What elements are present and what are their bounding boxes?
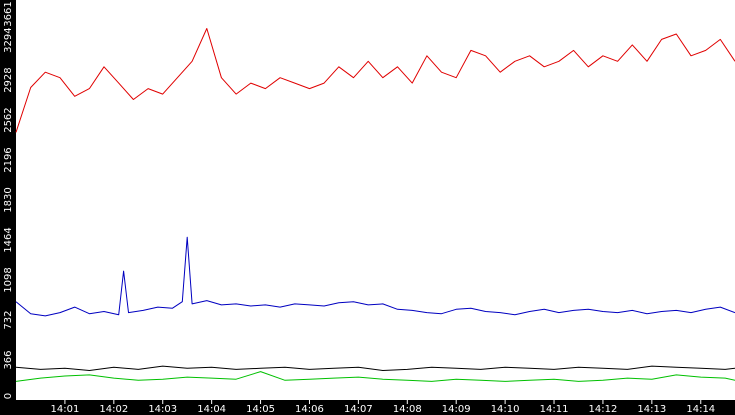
x-tick-label: 14:14: [686, 404, 715, 415]
x-tick-label: 14:03: [148, 404, 177, 415]
x-tick-label: 14:08: [393, 404, 422, 415]
x-tick-label: 14:13: [637, 404, 666, 415]
x-tick-label: 14:05: [246, 404, 275, 415]
y-tick-label: 2196: [3, 147, 14, 172]
y-axis-band: [0, 0, 16, 415]
x-axis: 14:01 14:02 14:03 14:04 14:05 14:06 14:07 14:08…: [50, 400, 715, 415]
series-line-2: [15, 236, 735, 317]
y-tick-label: 366: [3, 350, 14, 369]
y-tick-label: 1830: [3, 187, 14, 212]
series-line-4: [15, 371, 735, 382]
y-tick-label: 732: [3, 310, 14, 329]
y-tick-label: 1464: [3, 227, 14, 252]
x-axis-band: [0, 400, 735, 415]
x-tick-label: 14:04: [197, 404, 226, 415]
y-tick-label: 2562: [3, 107, 14, 132]
x-tick-label: 14:01: [50, 404, 79, 415]
x-tick-label: 14:10: [491, 404, 520, 415]
series-line-1: [15, 28, 735, 133]
x-tick-label: 14:07: [344, 404, 373, 415]
y-tick-label: 0: [3, 393, 14, 399]
series-line-3: [15, 365, 735, 371]
y-tick-label: 1098: [3, 267, 14, 292]
x-tick-label: 14:12: [589, 404, 618, 415]
y-tick-label: 3661: [3, 1, 14, 26]
x-tick-label: 14:02: [99, 404, 128, 415]
x-tick-label: 14:09: [442, 404, 471, 415]
x-tick-label: 14:11: [540, 404, 569, 415]
y-tick-label: 2928: [3, 67, 14, 92]
y-tick-label: 3294: [3, 27, 14, 52]
x-tick-label: 14:06: [295, 404, 324, 415]
series-layer: [15, 28, 735, 382]
